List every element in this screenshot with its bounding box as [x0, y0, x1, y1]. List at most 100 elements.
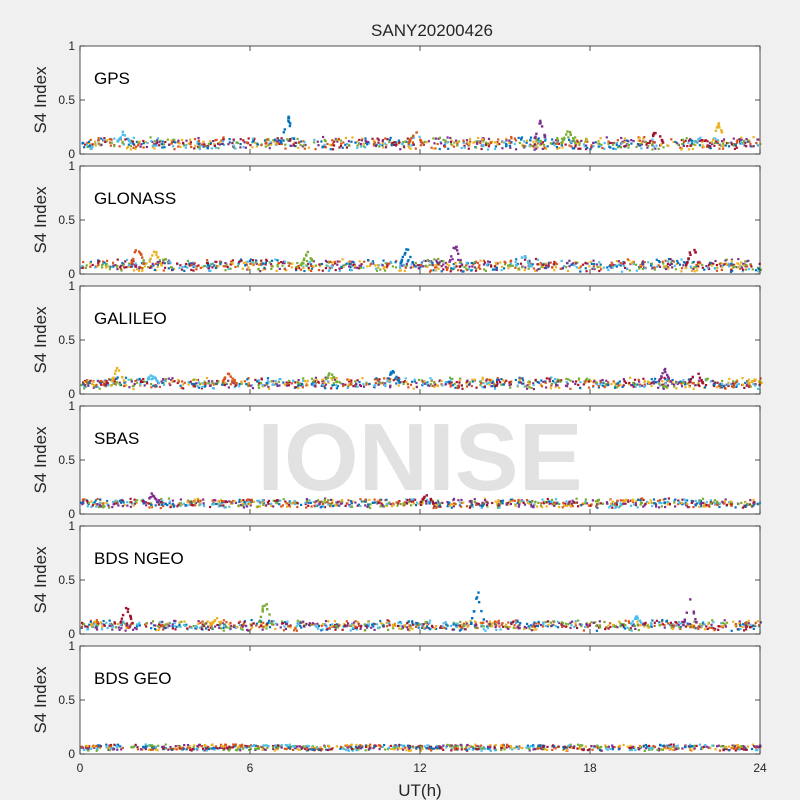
data-point — [568, 259, 571, 262]
data-point — [243, 141, 246, 144]
data-point — [507, 264, 510, 267]
data-point — [113, 622, 117, 625]
data-point — [272, 505, 275, 508]
spike-point — [475, 597, 478, 600]
data-point — [737, 503, 740, 506]
data-point — [703, 268, 706, 271]
data-point — [680, 258, 683, 261]
data-point — [151, 377, 154, 380]
data-point — [632, 498, 635, 501]
data-point — [520, 136, 524, 139]
data-point — [238, 382, 241, 386]
data-point — [636, 620, 639, 623]
data-point — [277, 380, 280, 383]
data-point — [125, 622, 129, 625]
data-point — [510, 135, 513, 139]
data-point — [685, 503, 688, 507]
data-point — [247, 498, 250, 501]
data-point — [223, 624, 226, 627]
data-point — [172, 505, 175, 508]
data-point — [546, 625, 549, 628]
data-point — [658, 502, 661, 505]
data-point — [315, 378, 318, 381]
data-point — [553, 381, 556, 384]
data-point — [218, 260, 222, 263]
data-point — [651, 143, 654, 146]
data-point — [80, 266, 83, 269]
data-point — [310, 263, 313, 266]
spike-point — [156, 500, 159, 503]
spike-point — [711, 138, 715, 141]
data-point — [636, 383, 639, 386]
data-point — [411, 141, 415, 144]
data-point — [623, 139, 626, 142]
data-point — [486, 500, 489, 504]
data-point — [690, 499, 693, 502]
data-point — [386, 377, 389, 380]
data-point — [235, 141, 238, 144]
spike-point — [470, 621, 473, 624]
data-point — [714, 140, 718, 143]
data-point — [609, 141, 612, 144]
data-point — [182, 387, 185, 390]
data-point — [402, 141, 405, 144]
data-point — [514, 260, 517, 264]
data-point — [598, 269, 601, 273]
data-point — [558, 146, 561, 149]
data-point — [599, 626, 602, 629]
data-point — [234, 265, 237, 268]
data-point — [240, 624, 243, 627]
data-points — [80, 591, 762, 632]
data-point — [544, 137, 547, 141]
data-point — [484, 499, 487, 502]
data-point — [670, 262, 673, 266]
data-point — [486, 502, 489, 505]
data-point — [299, 140, 302, 143]
data-point — [709, 501, 712, 504]
data-point — [540, 142, 543, 145]
data-point — [681, 498, 684, 501]
data-point — [644, 141, 647, 144]
data-point — [151, 140, 154, 143]
spike-point — [759, 381, 762, 384]
data-point — [741, 377, 744, 380]
data-point — [419, 503, 423, 506]
data-point — [168, 260, 171, 263]
data-point — [219, 627, 222, 630]
data-point — [348, 383, 351, 386]
data-point — [426, 381, 429, 384]
data-point — [177, 503, 180, 506]
data-point — [679, 627, 682, 631]
data-point — [434, 147, 437, 150]
data-point — [623, 379, 626, 383]
data-point — [627, 144, 630, 147]
data-point — [569, 621, 572, 624]
spike-point — [408, 140, 411, 143]
data-point — [618, 620, 621, 623]
data-point — [499, 502, 502, 505]
spike-point — [303, 257, 306, 260]
data-point — [613, 386, 617, 389]
data-point — [274, 258, 277, 261]
data-point — [745, 145, 748, 148]
data-point — [288, 505, 291, 508]
data-point — [680, 147, 684, 150]
plot-area — [80, 646, 760, 754]
data-point — [108, 506, 111, 509]
data-point — [229, 621, 232, 624]
data-point — [375, 377, 378, 380]
data-point — [464, 628, 467, 631]
data-point — [752, 145, 755, 148]
data-point — [422, 623, 425, 626]
data-point — [486, 148, 490, 151]
data-point — [435, 625, 438, 628]
data-point — [628, 628, 631, 631]
data-point — [309, 501, 312, 504]
data-point — [679, 625, 682, 628]
data-point — [567, 503, 570, 507]
data-point — [699, 262, 702, 265]
data-point — [453, 266, 456, 269]
data-point — [188, 503, 191, 506]
data-point — [278, 384, 281, 387]
data-point — [384, 269, 387, 272]
